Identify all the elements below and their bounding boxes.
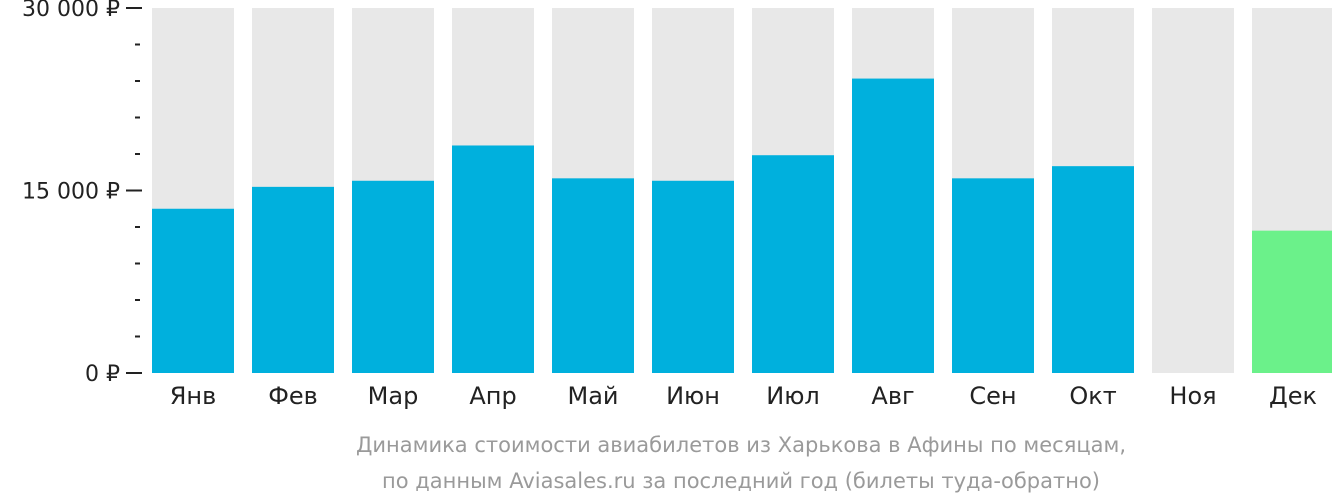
- x-axis: Янв Фев Мар Апр Май Июн Июл Авг Сен Окт Ноя Дек: [170, 382, 1317, 410]
- x-tick-label-10: Окт: [1069, 382, 1116, 410]
- x-tick-label-8: Авг: [871, 382, 914, 410]
- x-tick-label-4: Апр: [469, 382, 516, 410]
- bar-7[interactable]: [752, 155, 834, 373]
- bar-3[interactable]: [352, 180, 434, 373]
- y-tick-label-2: 15 000 ₽: [22, 180, 120, 205]
- bar-8[interactable]: [852, 78, 934, 374]
- x-tick-label-5: Май: [567, 382, 618, 410]
- y-tick-label-3: 30 000 ₽: [22, 0, 120, 22]
- x-tick-label-2: Фев: [268, 382, 318, 410]
- x-tick-label-7: Июл: [766, 382, 820, 410]
- y-tick-label-1: 0 ₽: [85, 362, 120, 387]
- caption-line-2: по данным Aviasales.ru за последний год …: [382, 469, 1100, 493]
- x-tick-label-9: Сен: [969, 382, 1016, 410]
- bar-4[interactable]: [452, 145, 534, 373]
- x-tick-label-1: Янв: [170, 382, 217, 410]
- bar-5[interactable]: [552, 178, 634, 373]
- x-tick-label-3: Мар: [368, 382, 419, 410]
- bar-12[interactable]: [1252, 230, 1332, 373]
- x-tick-label-12: Дек: [1269, 382, 1317, 410]
- bars: [152, 78, 1332, 374]
- caption-line-1: Динамика стоимости авиабилетов из Харько…: [356, 433, 1126, 457]
- chart-caption: Динамика стоимости авиабилетов из Харько…: [356, 433, 1126, 493]
- bar-6[interactable]: [652, 180, 734, 373]
- y-axis: 0 ₽ 15 000 ₽ 30 000 ₽: [22, 0, 142, 387]
- bar-9[interactable]: [952, 178, 1034, 373]
- bar-background-11: [1152, 8, 1234, 373]
- bar-1[interactable]: [152, 208, 234, 373]
- bar-10[interactable]: [1052, 166, 1134, 373]
- bar-2[interactable]: [252, 186, 334, 373]
- x-tick-label-6: Июн: [666, 382, 720, 410]
- x-tick-label-11: Ноя: [1169, 382, 1216, 410]
